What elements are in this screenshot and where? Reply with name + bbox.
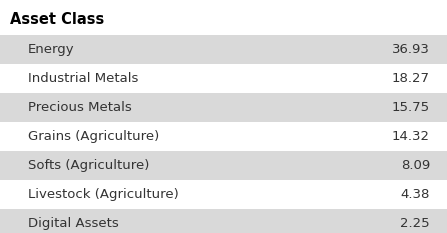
Bar (0, 93, 447, 122)
Text: 2.25: 2.25 (401, 217, 430, 230)
Text: 15.75: 15.75 (392, 101, 430, 114)
Bar (0, 35, 447, 64)
Text: Energy: Energy (28, 43, 75, 56)
Bar (0, 209, 447, 233)
Text: 8.09: 8.09 (401, 159, 430, 172)
Text: Livestock (Agriculture): Livestock (Agriculture) (28, 188, 179, 201)
Bar (0, 151, 447, 180)
Text: Asset Class: Asset Class (10, 13, 104, 27)
Text: Digital Assets: Digital Assets (28, 217, 119, 230)
Text: 14.32: 14.32 (392, 130, 430, 143)
Text: Grains (Agriculture): Grains (Agriculture) (28, 130, 159, 143)
Text: 18.27: 18.27 (392, 72, 430, 85)
Text: Industrial Metals: Industrial Metals (28, 72, 139, 85)
Text: 36.93: 36.93 (392, 43, 430, 56)
Text: 4.38: 4.38 (401, 188, 430, 201)
Text: Softs (Agriculture): Softs (Agriculture) (28, 159, 149, 172)
Text: Precious Metals: Precious Metals (28, 101, 132, 114)
